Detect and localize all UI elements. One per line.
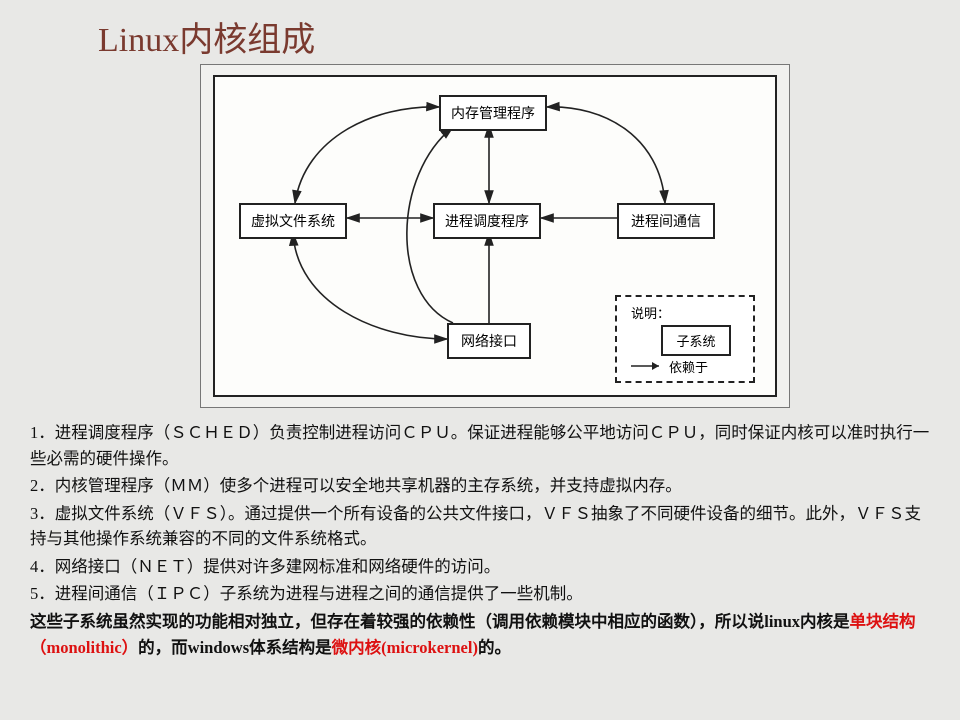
diagram-frame: 内存管理程序 虚拟文件系统 进程调度程序 进程间通信 网络接口 说明： 子系统 … <box>200 64 790 408</box>
node-net: 网络接口 <box>447 323 531 359</box>
body-text: 1．进程调度程序（ＳＣＨＥＤ）负责控制进程访问ＣＰＵ。保证进程能够公平地访问ＣＰ… <box>30 420 930 662</box>
summary: 这些子系统虽然实现的功能相对独立，但存在着较强的依赖性（调用依赖模块中相应的函数… <box>30 609 930 660</box>
legend-node: 子系统 <box>661 325 731 356</box>
summary-red2: 微内核(microkernel) <box>332 638 478 657</box>
legend-title: 说明： <box>631 303 670 322</box>
legend-arrow-label: 依赖于 <box>669 357 708 376</box>
point-2: 2．内核管理程序（ＭＭ）使多个进程可以安全地共享机器的主存系统，并支持虚拟内存。 <box>30 473 930 499</box>
page-title: Linux内核组成 <box>98 12 315 61</box>
node-mm: 内存管理程序 <box>439 95 547 131</box>
summary-pre: 这些子系统虽然实现的功能相对独立，但存在着较强的依赖性（调用依赖模块中相应的函数… <box>30 612 850 631</box>
point-4: 4．网络接口（ＮＥＴ）提供对许多建网标准和网络硬件的访问。 <box>30 554 930 580</box>
legend-arrow-icon <box>629 359 663 373</box>
summary-post: 的。 <box>478 638 511 657</box>
diagram-inner: 内存管理程序 虚拟文件系统 进程调度程序 进程间通信 网络接口 说明： 子系统 … <box>213 75 777 397</box>
node-sched: 进程调度程序 <box>433 203 541 239</box>
node-vfs: 虚拟文件系统 <box>239 203 347 239</box>
legend-box: 说明： 子系统 依赖于 <box>615 295 755 383</box>
point-5: 5．进程间通信（ＩＰＣ）子系统为进程与进程之间的通信提供了一些机制。 <box>30 581 930 607</box>
summary-mid: 的，而windows体系结构是 <box>138 638 331 657</box>
point-1: 1．进程调度程序（ＳＣＨＥＤ）负责控制进程访问ＣＰＵ。保证进程能够公平地访问ＣＰ… <box>30 420 930 471</box>
node-ipc: 进程间通信 <box>617 203 715 239</box>
point-3: 3．虚拟文件系统（ＶＦＳ）。通过提供一个所有设备的公共文件接口，ＶＦＳ抽象了不同… <box>30 501 930 552</box>
